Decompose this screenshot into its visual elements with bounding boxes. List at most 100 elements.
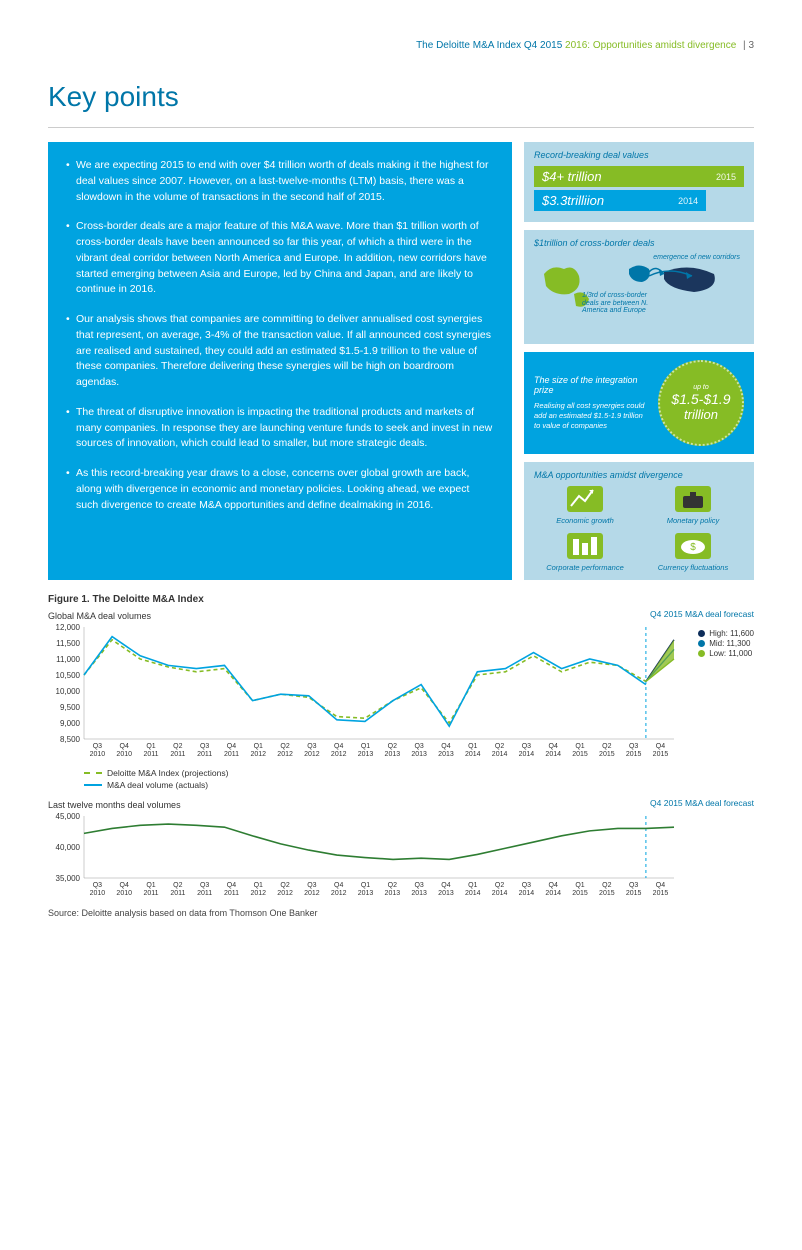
legend-swatch-proj bbox=[84, 772, 102, 774]
x-tick: Q32011 bbox=[191, 743, 218, 758]
x-tick: Q42015 bbox=[647, 743, 674, 758]
box-opportunities: M&A opportunities amidst divergence Econ… bbox=[524, 462, 754, 580]
key-point: As this record-breaking year draws to a … bbox=[66, 466, 494, 513]
svg-text:10,500: 10,500 bbox=[56, 671, 81, 680]
x-tick: Q32014 bbox=[513, 743, 540, 758]
opportunity-icon: $ bbox=[675, 533, 711, 559]
bar-2015: $4+ trillion 2015 bbox=[534, 166, 744, 187]
box-cross-border: $1trillion of cross-border deals emergen… bbox=[524, 230, 754, 344]
box-title: The size of the integration prize bbox=[534, 375, 650, 395]
svg-text:10,000: 10,000 bbox=[56, 687, 81, 696]
sidebar: Record-breaking deal values $4+ trillion… bbox=[524, 142, 754, 580]
x-tick: Q22014 bbox=[486, 743, 513, 758]
x-tick: Q42015 bbox=[647, 882, 674, 897]
box-integration-prize: The size of the integration prize Realis… bbox=[524, 352, 754, 454]
key-point: We are expecting 2015 to end with over $… bbox=[66, 158, 494, 205]
svg-text:45,000: 45,000 bbox=[56, 812, 81, 821]
key-point: The threat of disruptive innovation is i… bbox=[66, 405, 494, 452]
chart-svg: 45,00040,00035,000 bbox=[48, 812, 754, 882]
opportunity-icon bbox=[567, 486, 603, 512]
opportunity-cell: Economic growth bbox=[534, 486, 636, 525]
legend-swatch-actual bbox=[84, 784, 102, 786]
forecast-item: Low: 11,000 bbox=[698, 649, 754, 658]
prize-unit: trillion bbox=[684, 407, 718, 422]
forecast-item: High: 11,600 bbox=[698, 629, 754, 638]
x-tick: Q42012 bbox=[325, 743, 352, 758]
chart-volumes: Global M&A deal volumes Q4 2015 M&A deal… bbox=[48, 611, 754, 758]
x-tick: Q12013 bbox=[352, 743, 379, 758]
opportunity-cell: Corporate performance bbox=[534, 533, 636, 572]
x-tick: Q22015 bbox=[593, 882, 620, 897]
opportunity-label: Corporate performance bbox=[534, 563, 636, 572]
x-tick: Q22013 bbox=[379, 882, 406, 897]
forecast-text: High: 11,600 bbox=[709, 629, 754, 638]
map-note-third: 1/3rd of cross-border deals are between … bbox=[582, 292, 652, 315]
x-tick: Q32010 bbox=[84, 743, 111, 758]
legend-label: M&A deal volume (actuals) bbox=[107, 780, 208, 790]
x-tick: Q12015 bbox=[567, 743, 594, 758]
x-tick: Q42013 bbox=[433, 882, 460, 897]
svg-text:12,000: 12,000 bbox=[56, 623, 81, 632]
forecast-label: Q4 2015 M&A deal forecast bbox=[650, 609, 754, 619]
forecast-text: Mid: 11,300 bbox=[709, 639, 750, 648]
bar-year: 2015 bbox=[716, 172, 736, 182]
x-tick: Q32015 bbox=[620, 743, 647, 758]
divider bbox=[48, 127, 754, 128]
x-tick: Q12012 bbox=[245, 743, 272, 758]
chart-ylabel: Last twelve months deal volumes bbox=[48, 800, 754, 810]
prize-upto: up to bbox=[693, 384, 709, 391]
x-tick: Q42010 bbox=[111, 743, 138, 758]
x-tick: Q42012 bbox=[325, 882, 352, 897]
key-points-list: We are expecting 2015 to end with over $… bbox=[66, 158, 494, 513]
svg-text:35,000: 35,000 bbox=[56, 874, 81, 882]
bar-value: $3.3trilliion bbox=[542, 193, 604, 208]
x-tick: Q42011 bbox=[218, 743, 245, 758]
svg-text:9,000: 9,000 bbox=[60, 719, 81, 728]
forecast-dot bbox=[698, 650, 705, 657]
header-subtitle: 2016: Opportunities amidst divergence bbox=[565, 40, 736, 51]
x-tick: Q32014 bbox=[513, 882, 540, 897]
world-map-icon: emergence of new corridors 1/3rd of cros… bbox=[534, 254, 744, 336]
box-title: $1trillion of cross-border deals bbox=[534, 238, 744, 248]
svg-text:$: $ bbox=[690, 542, 696, 553]
x-tick: Q32010 bbox=[84, 882, 111, 897]
forecast-text: Low: 11,000 bbox=[709, 649, 752, 658]
svg-text:8,500: 8,500 bbox=[60, 735, 81, 743]
x-tick: Q12011 bbox=[138, 882, 165, 897]
svg-text:9,500: 9,500 bbox=[60, 703, 81, 712]
opportunity-icon bbox=[675, 486, 711, 512]
opportunity-label: Monetary policy bbox=[642, 516, 744, 525]
forecast-dot bbox=[698, 640, 705, 647]
x-tick: Q12014 bbox=[459, 743, 486, 758]
source-line: Source: Deloitte analysis based on data … bbox=[48, 908, 754, 918]
x-tick: Q22014 bbox=[486, 882, 513, 897]
x-tick: Q42014 bbox=[540, 882, 567, 897]
opportunity-cell: Monetary policy bbox=[642, 486, 744, 525]
page-title: Key points bbox=[48, 81, 754, 113]
figure-title: Figure 1. The Deloitte M&A Index bbox=[48, 594, 754, 605]
opportunity-icon bbox=[567, 533, 603, 559]
prize-amount: $1.5-$1.9 bbox=[671, 391, 730, 407]
x-axis-labels: Q32010Q42010Q12011Q22011Q32011Q42011Q120… bbox=[84, 882, 674, 897]
box-deal-values: Record-breaking deal values $4+ trillion… bbox=[524, 142, 754, 222]
map-note-corridors: emergence of new corridors bbox=[653, 254, 740, 262]
forecast-dot bbox=[698, 630, 705, 637]
forecast-label: Q4 2015 M&A deal forecast bbox=[650, 798, 754, 808]
x-tick: Q22011 bbox=[164, 743, 191, 758]
x-tick: Q42011 bbox=[218, 882, 245, 897]
key-points-panel: We are expecting 2015 to end with over $… bbox=[48, 142, 512, 580]
x-tick: Q32013 bbox=[406, 882, 433, 897]
svg-text:11,000: 11,000 bbox=[56, 655, 80, 664]
x-tick: Q22015 bbox=[593, 743, 620, 758]
x-axis-labels: Q32010Q42010Q12011Q22011Q32011Q42011Q120… bbox=[84, 743, 674, 758]
legend-label: Deloitte M&A Index (projections) bbox=[107, 768, 228, 778]
x-tick: Q42010 bbox=[111, 882, 138, 897]
bar-2014: $3.3trilliion 2014 bbox=[534, 190, 706, 211]
bar-year: 2014 bbox=[678, 196, 698, 206]
x-tick: Q32011 bbox=[191, 882, 218, 897]
prize-circle: up to $1.5-$1.9 trillion bbox=[658, 360, 744, 446]
x-tick: Q22012 bbox=[272, 743, 299, 758]
x-tick: Q32012 bbox=[299, 882, 326, 897]
x-tick: Q32015 bbox=[620, 882, 647, 897]
key-point: Our analysis shows that companies are co… bbox=[66, 312, 494, 391]
